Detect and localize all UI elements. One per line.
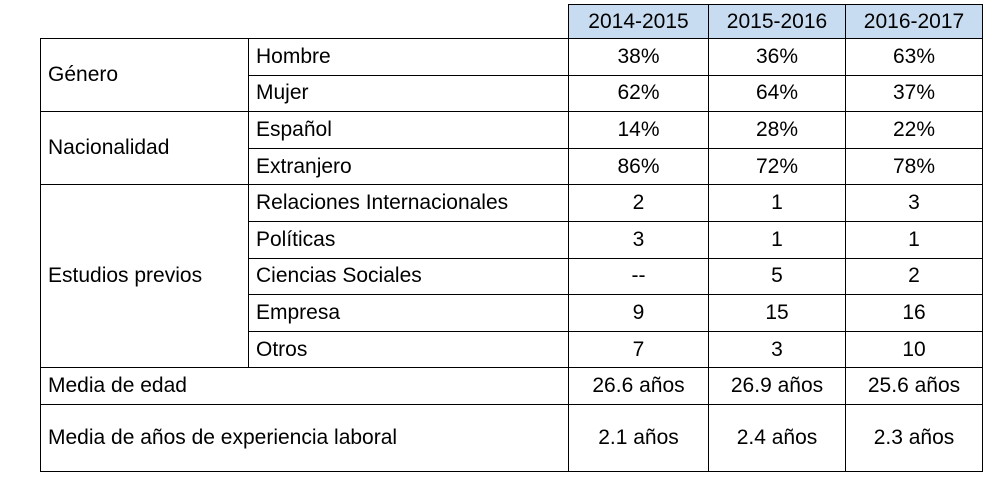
year-header-2016-2017: 2016-2017	[845, 4, 983, 39]
cell-value: 26.6 años	[568, 367, 709, 405]
cell-value: 2.1 años	[568, 403, 709, 472]
table-row: Políticas 3 1 1	[41, 220, 983, 259]
cell-value: 25.6 años	[845, 367, 983, 405]
table-row: Extranjero 86% 72% 78%	[41, 147, 983, 186]
cell-value: 1	[845, 220, 983, 259]
table-row: Mujer 62% 64% 37%	[41, 74, 983, 113]
statistics-table: 2014-2015 2015-2016 2016-2017 Género Hom…	[40, 4, 983, 472]
group-label-estudios: Estudios previos	[40, 184, 249, 369]
row-label: Empresa	[248, 294, 569, 332]
cell-value: 22%	[845, 111, 983, 149]
cell-value: 37%	[845, 74, 983, 113]
table-row: Media de edad 26.6 años 26.9 años 25.6 a…	[40, 367, 983, 405]
row-label-media-experiencia: Media de años de experiencia laboral	[40, 403, 569, 472]
cell-value: 14%	[568, 111, 709, 149]
cell-value: 16	[845, 294, 983, 332]
row-label: Políticas	[248, 220, 569, 259]
table-row: Género Hombre 38% 36% 63%	[40, 37, 983, 113]
table-row: Estudios previos Relaciones Internaciona…	[40, 184, 983, 369]
row-label: Relaciones Internacionales	[248, 184, 569, 222]
cell-value: 86%	[568, 147, 709, 186]
row-label: Mujer	[248, 74, 569, 113]
table-row: Otros 7 3 10	[41, 330, 983, 369]
group-label-genero: Género	[40, 37, 249, 113]
cell-value: 10	[845, 330, 983, 369]
cell-value: 38%	[568, 38, 709, 76]
row-label: Hombre	[248, 38, 569, 76]
cell-value: 2	[568, 184, 709, 222]
cell-value: 15	[708, 294, 846, 332]
cell-value: 78%	[845, 147, 983, 186]
cell-value: 64%	[708, 74, 846, 113]
cell-value: 1	[708, 184, 846, 222]
header-blank	[41, 5, 569, 39]
table-row: Empresa 9 15 16	[41, 294, 983, 332]
row-label: Español	[248, 111, 569, 149]
cell-value: 36%	[708, 38, 846, 76]
cell-value: 3	[845, 184, 983, 222]
table-row: Media de años de experiencia laboral 2.1…	[40, 403, 983, 472]
cell-value: 28%	[708, 111, 846, 149]
row-label: Otros	[248, 330, 569, 369]
row-label-media-edad: Media de edad	[40, 367, 569, 405]
cell-value: 3	[708, 330, 846, 369]
cell-value: 1	[708, 220, 846, 259]
cell-value: 63%	[845, 38, 983, 76]
group-label-nacionalidad: Nacionalidad	[40, 111, 249, 186]
cell-value: 2	[845, 257, 983, 296]
row-label: Extranjero	[248, 147, 569, 186]
cell-value: 72%	[708, 147, 846, 186]
cell-value: --	[568, 257, 709, 296]
cell-value: 2.3 años	[845, 403, 983, 472]
year-header-2015-2016: 2015-2016	[708, 4, 846, 39]
cell-value: 3	[568, 220, 709, 259]
cell-value: 9	[568, 294, 709, 332]
cell-value: 26.9 años	[708, 367, 846, 405]
table-row: Ciencias Sociales -- 5 2	[41, 257, 983, 296]
cell-value: 7	[568, 330, 709, 369]
header-row: 2014-2015 2015-2016 2016-2017	[41, 4, 983, 39]
row-label: Ciencias Sociales	[248, 257, 569, 296]
cell-value: 62%	[568, 74, 709, 113]
cell-value: 5	[708, 257, 846, 296]
cell-value: 2.4 años	[708, 403, 846, 472]
year-header-2014-2015: 2014-2015	[568, 4, 709, 39]
table-row: Nacionalidad Español 14% 28% 22%	[40, 111, 983, 186]
